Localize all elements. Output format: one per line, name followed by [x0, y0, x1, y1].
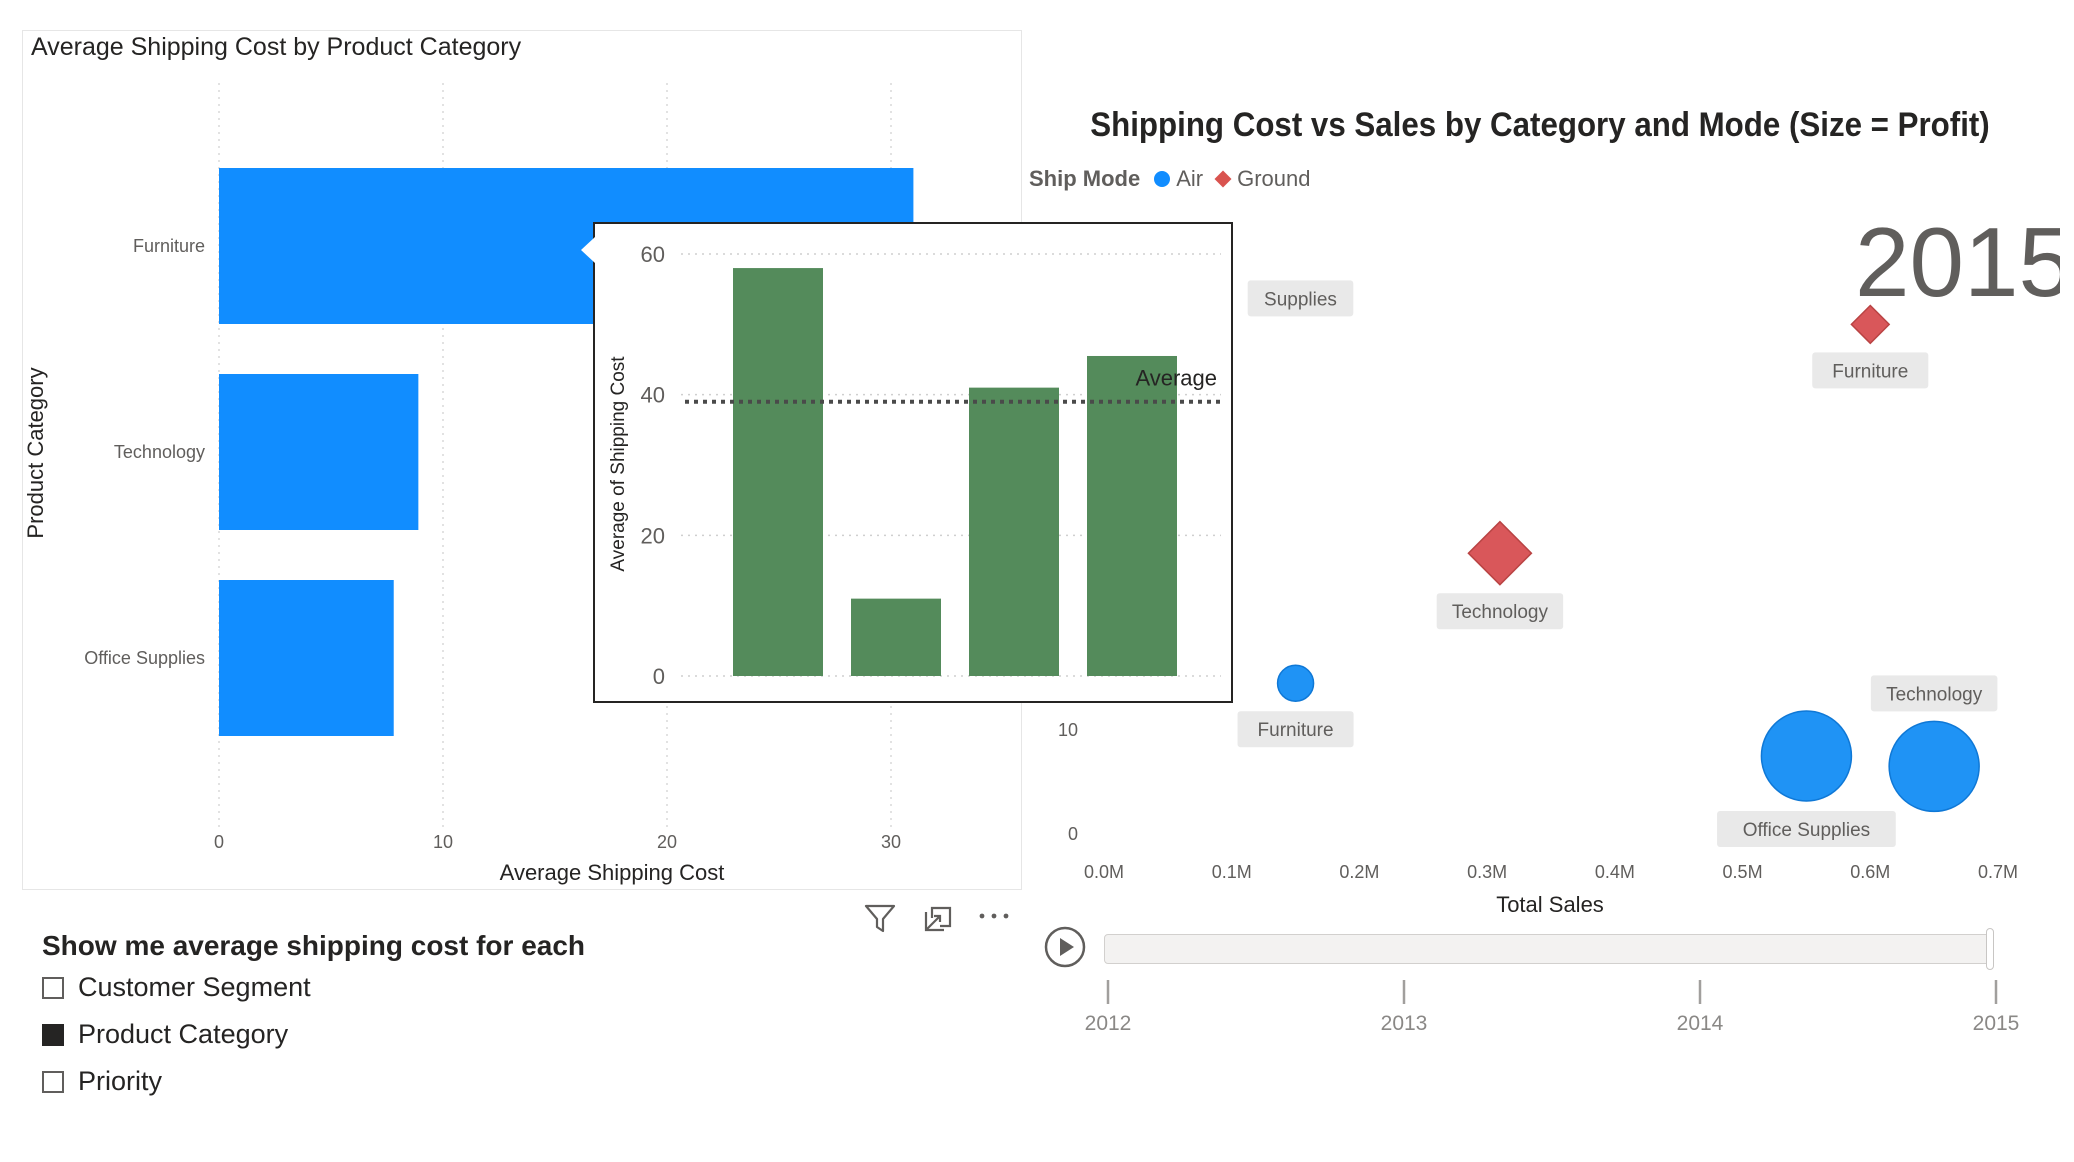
bar[interactable]: [219, 374, 419, 530]
scatter-chart-title: Shipping Cost vs Sales by Category and M…: [1090, 106, 1990, 144]
data-label-box: [1812, 352, 1929, 389]
category-label: Technology: [114, 442, 205, 462]
scatter-diamond-ground[interactable]: [1850, 304, 1891, 345]
tooltip-panel: Average 0 20 40 60 Average of Shipping Cost: [593, 222, 1233, 703]
data-label: Technology: [1886, 684, 1983, 705]
column-bar[interactable]: [969, 387, 1059, 676]
scatter-bubble-air[interactable]: [1276, 664, 1315, 702]
play-axis-year-label[interactable]: 2015: [1973, 1012, 2020, 1035]
more-options-icon[interactable]: [976, 900, 1012, 936]
bar-chart-y-axis-title: Product Category: [23, 367, 48, 538]
legend-circle-icon: [1154, 171, 1171, 187]
data-label: Furniture: [1258, 720, 1334, 741]
filter-icon[interactable]: [862, 900, 898, 936]
x-tick-label: 30: [881, 832, 901, 852]
x-tick-label: 0.2M: [1339, 862, 1379, 882]
legend-item-air[interactable]: Air: [1176, 166, 1204, 191]
checkbox[interactable]: [42, 976, 64, 999]
data-label: Furniture: [1832, 361, 1908, 382]
bar-chart-title: Average Shipping Cost by Product Categor…: [31, 33, 522, 61]
y-tick-label: 0: [653, 664, 665, 689]
average-label: Average: [1135, 366, 1217, 391]
play-axis-handle[interactable]: [1986, 928, 1994, 970]
play-axis-year-label[interactable]: 2012: [1085, 1012, 1132, 1035]
data-label-box: [1237, 711, 1354, 748]
play-icon: [1044, 926, 1086, 968]
tooltip-y-axis-title: Average of Shipping Cost: [608, 356, 629, 572]
tooltip-pointer: [581, 237, 595, 263]
x-tick-label: 0.1M: [1212, 862, 1252, 882]
checkbox-checked[interactable]: [42, 1023, 64, 1046]
column-bar[interactable]: [1087, 355, 1177, 676]
play-axis-watermark: 2015: [1855, 207, 2060, 317]
data-label-box: [1436, 593, 1564, 630]
x-tick-label: 0.7M: [1978, 862, 2018, 882]
checkbox[interactable]: [42, 1070, 64, 1093]
legend-title: Ship Mode: [1029, 166, 1141, 191]
category-label: Furniture: [133, 236, 205, 256]
data-label-box: [1717, 811, 1896, 847]
data-label: Supplies: [1264, 289, 1337, 310]
x-tick-label: 0.0M: [1084, 862, 1124, 882]
y-tick-label: 10: [1058, 720, 1078, 740]
bar[interactable]: [219, 580, 394, 736]
slicer-option-product-category[interactable]: Product Category: [42, 1019, 288, 1050]
y-tick-label: 0: [1068, 824, 1078, 844]
x-tick-label: 0: [214, 832, 224, 852]
scatter-x-axis-title: Total Sales: [1496, 892, 1604, 917]
play-axis-track[interactable]: [1104, 934, 1992, 964]
scatter-legend: Ship Mode Air Ground: [1029, 166, 1311, 192]
category-label: Office Supplies: [84, 648, 205, 668]
x-tick-label: 0.3M: [1467, 862, 1507, 882]
slicer-option-label: Product Category: [78, 1019, 289, 1049]
play-button[interactable]: [1044, 926, 1086, 968]
legend-diamond-icon: [1214, 170, 1232, 188]
bar-chart-x-axis-title: Average Shipping Cost: [500, 860, 725, 885]
scatter-bubble-air[interactable]: [1760, 710, 1853, 802]
column-bar[interactable]: [851, 598, 941, 676]
y-tick-label: 60: [641, 242, 665, 267]
scatter-diamond-ground[interactable]: [1467, 520, 1533, 586]
legend-item-ground[interactable]: Ground: [1237, 166, 1311, 191]
slicer-option-customer-segment[interactable]: Customer Segment: [42, 972, 311, 1003]
x-tick-label: 0.6M: [1850, 862, 1890, 882]
slicer-option-priority[interactable]: Priority: [42, 1066, 162, 1097]
x-tick-label: 10: [433, 832, 453, 852]
play-axis-year-label[interactable]: 2014: [1677, 1012, 1724, 1035]
x-tick-label: 0.5M: [1723, 862, 1763, 882]
y-tick-label: 20: [641, 523, 665, 548]
data-label: Office Supplies: [1743, 820, 1870, 841]
x-tick-label: 20: [657, 832, 677, 852]
play-axis-year-label[interactable]: 2013: [1381, 1012, 1428, 1035]
data-label-box: [1870, 675, 1998, 712]
focus-mode-icon[interactable]: [920, 900, 956, 936]
tooltip-chart-svg: Average 0 20 40 60 Average of Shipping Cost: [608, 242, 1221, 689]
scatter-chart-svg: 2015 Furniture Supplies Technology Furnitur…: [1058, 207, 2060, 917]
data-label-box: [1247, 280, 1354, 317]
play-axis-ticks: 2012 2013 2014 2015: [1085, 980, 2020, 1035]
x-tick-label: 0.4M: [1595, 862, 1635, 882]
slicer-option-label: Customer Segment: [78, 972, 311, 1002]
data-label: Technology: [1452, 602, 1549, 623]
slicer-title: Show me average shipping cost for each: [42, 930, 586, 961]
scatter-bubble-air[interactable]: [1888, 720, 1980, 813]
y-tick-label: 40: [641, 383, 665, 408]
column-bar[interactable]: [733, 268, 823, 676]
slicer-option-label: Priority: [78, 1066, 163, 1096]
